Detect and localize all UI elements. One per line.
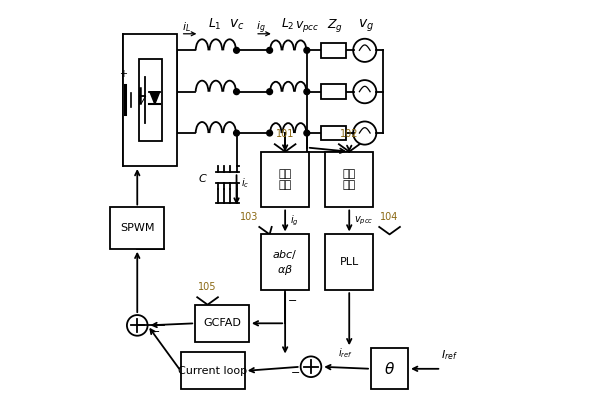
FancyBboxPatch shape [262,151,309,208]
Text: $v_g$: $v_g$ [358,18,374,34]
Text: $i_{ref}$: $i_{ref}$ [337,347,353,360]
FancyBboxPatch shape [326,151,373,208]
Text: $\theta$: $\theta$ [384,361,395,377]
FancyBboxPatch shape [371,348,408,390]
Text: $i_L$: $i_L$ [183,20,192,34]
FancyBboxPatch shape [321,126,346,141]
Circle shape [304,89,310,95]
Circle shape [267,130,273,136]
FancyBboxPatch shape [181,352,245,390]
Text: +: + [119,69,127,79]
Text: $L_2$: $L_2$ [280,17,294,32]
Circle shape [304,130,310,136]
Text: 电流
采样: 电流 采样 [279,169,292,190]
Text: $-$: $-$ [149,325,160,334]
Text: $I_{ref}$: $I_{ref}$ [441,349,458,362]
Polygon shape [150,92,160,104]
Text: $i_c$: $i_c$ [241,176,250,190]
Text: $L_1$: $L_1$ [208,17,222,32]
FancyBboxPatch shape [262,234,309,290]
FancyBboxPatch shape [123,34,177,166]
Text: $V$: $V$ [137,94,147,106]
Text: SPWM: SPWM [120,223,155,233]
Text: 101: 101 [276,129,294,139]
FancyBboxPatch shape [195,305,249,342]
Text: $C$: $C$ [198,172,208,184]
Text: $v_c$: $v_c$ [229,17,244,32]
Circle shape [234,130,240,136]
Text: $i_g$: $i_g$ [257,20,266,36]
Text: 电压
采样: 电压 采样 [343,169,356,190]
Circle shape [234,89,240,95]
Text: Current loop: Current loop [178,366,247,376]
Text: $abc/$
$\alpha\beta$: $abc/$ $\alpha\beta$ [272,248,298,277]
Text: PLL: PLL [340,257,359,267]
Text: 102: 102 [340,129,359,139]
FancyBboxPatch shape [321,84,346,99]
Text: $i_g$: $i_g$ [290,214,299,228]
FancyBboxPatch shape [321,43,346,58]
Text: $-$: $-$ [287,294,297,304]
Text: $-$: $-$ [290,366,300,376]
Text: $v_{pcc}$: $v_{pcc}$ [295,19,319,34]
Circle shape [304,47,310,53]
Circle shape [234,47,240,53]
Circle shape [267,89,273,95]
Text: $Z_g$: $Z_g$ [327,17,343,34]
Text: GCFAD: GCFAD [203,318,241,328]
FancyBboxPatch shape [139,59,162,142]
Text: $v_{pcc}$: $v_{pcc}$ [354,215,374,227]
Circle shape [267,47,273,53]
Text: 104: 104 [380,212,398,222]
Text: 103: 103 [240,212,258,222]
FancyBboxPatch shape [326,234,373,290]
FancyBboxPatch shape [110,208,164,249]
Text: 105: 105 [198,282,217,292]
